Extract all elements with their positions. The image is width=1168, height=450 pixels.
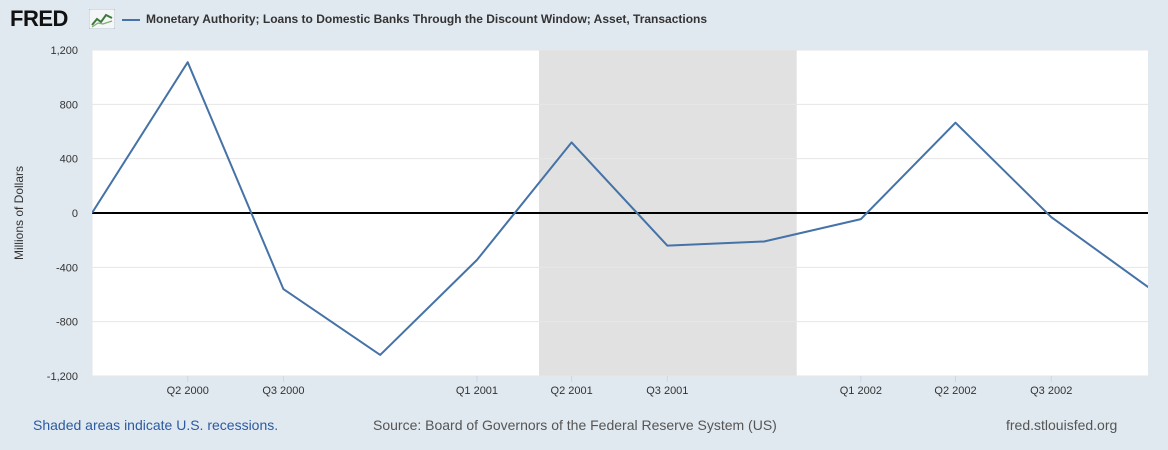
x-tick-label: Q2 2000	[167, 385, 209, 397]
x-tick-label: Q3 2001	[646, 385, 688, 397]
line-chart: 1,200 800 400 0 -400 -800 -1,200 Q2 2000 Q3 200…	[12, 45, 1148, 397]
site-link[interactable]: fred.stlouisfed.org	[1006, 417, 1118, 433]
x-tick-label: Q1 2001	[456, 385, 498, 397]
x-tick-label: Q2 2002	[934, 385, 976, 397]
x-tick-label: Q3 2002	[1030, 385, 1072, 397]
x-tick-label: Q2 2001	[551, 385, 593, 397]
chart-header: FRED Monetary Authority; Loans to Domest…	[0, 0, 1168, 40]
legend-swatch	[122, 19, 140, 21]
y-tick-label: 800	[60, 99, 78, 111]
y-tick-label: -400	[56, 262, 78, 274]
y-tick-label: 400	[60, 154, 78, 166]
fred-logo[interactable]: FRED	[10, 6, 68, 31]
y-tick-label: 1,200	[50, 45, 78, 57]
y-tick-label: -800	[56, 317, 78, 329]
y-tick-label: -1,200	[47, 371, 78, 383]
x-tick-label: Q3 2000	[262, 385, 304, 397]
series-line	[92, 61, 1148, 356]
source-note: Source: Board of Governors of the Federa…	[373, 417, 777, 433]
legend-label: Monetary Authority; Loans to Domestic Ba…	[146, 12, 708, 26]
y-axis-label: Millions of Dollars	[12, 166, 26, 260]
recessions-note[interactable]: Shaded areas indicate U.S. recessions.	[33, 417, 279, 433]
chart-line-icon	[89, 9, 115, 29]
x-tick-label: Q1 2002	[840, 385, 882, 397]
y-tick-label: 0	[72, 208, 78, 220]
